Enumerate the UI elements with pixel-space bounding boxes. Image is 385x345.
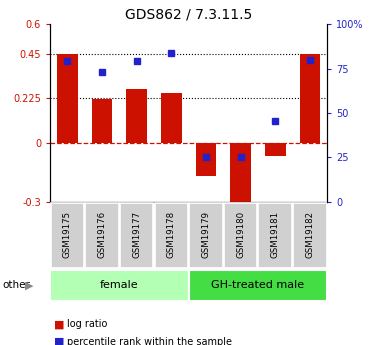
- FancyBboxPatch shape: [189, 203, 223, 268]
- Text: GSM19182: GSM19182: [305, 210, 315, 258]
- FancyBboxPatch shape: [85, 203, 119, 268]
- Title: GDS862 / 7.3.11.5: GDS862 / 7.3.11.5: [125, 8, 252, 22]
- Bar: [300, 54, 320, 142]
- Bar: [161, 93, 182, 142]
- Bar: [57, 54, 78, 142]
- Text: ■: ■: [54, 337, 64, 345]
- FancyBboxPatch shape: [120, 203, 154, 268]
- Bar: [265, 142, 286, 156]
- Text: ▶: ▶: [25, 280, 33, 290]
- Bar: [92, 99, 112, 142]
- Text: GSM19176: GSM19176: [97, 210, 107, 258]
- FancyBboxPatch shape: [50, 270, 189, 301]
- Text: GSM19179: GSM19179: [201, 210, 211, 258]
- FancyBboxPatch shape: [50, 203, 84, 268]
- FancyBboxPatch shape: [189, 270, 327, 301]
- Text: GSM19181: GSM19181: [271, 210, 280, 258]
- FancyBboxPatch shape: [293, 203, 327, 268]
- Text: GSM19177: GSM19177: [132, 210, 141, 258]
- FancyBboxPatch shape: [154, 203, 188, 268]
- FancyBboxPatch shape: [224, 203, 258, 268]
- Text: GSM19175: GSM19175: [63, 210, 72, 258]
- FancyBboxPatch shape: [258, 203, 292, 268]
- Text: ■: ■: [54, 319, 64, 329]
- Bar: [230, 142, 251, 212]
- Text: GSM19178: GSM19178: [167, 210, 176, 258]
- Bar: [196, 142, 216, 176]
- Bar: [126, 89, 147, 142]
- Text: female: female: [100, 280, 139, 290]
- Text: other: other: [2, 280, 30, 290]
- Text: GSM19180: GSM19180: [236, 210, 245, 258]
- Text: percentile rank within the sample: percentile rank within the sample: [67, 337, 233, 345]
- Text: log ratio: log ratio: [67, 319, 108, 329]
- Text: GH-treated male: GH-treated male: [211, 280, 305, 290]
